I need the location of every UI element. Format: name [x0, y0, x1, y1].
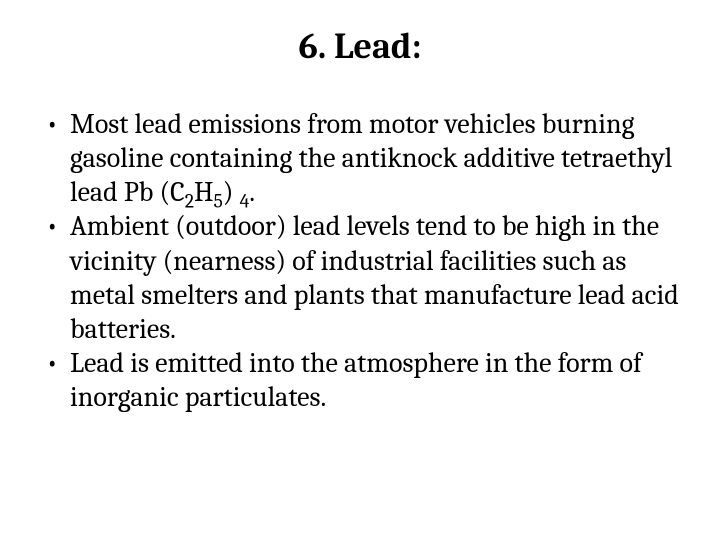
- bullet-text: Most lead emissions from motor vehicles …: [70, 108, 672, 208]
- slide-title: 6. Lead:: [40, 26, 680, 67]
- slide: 6. Lead: Most lead emissions from motor …: [0, 0, 720, 540]
- bullet-text: .: [249, 176, 255, 208]
- list-item: Ambient (outdoor) lead levels tend to be…: [40, 209, 680, 346]
- bullet-text: Ambient (outdoor) lead levels tend to be…: [70, 210, 679, 344]
- bullet-text: Lead is emitted into the atmosphere in t…: [70, 347, 642, 413]
- bullet-text: ): [223, 176, 240, 208]
- list-item: Lead is emitted into the atmosphere in t…: [40, 346, 680, 414]
- bullet-list: Most lead emissions from motor vehicles …: [40, 107, 680, 414]
- list-item: Most lead emissions from motor vehicles …: [40, 107, 680, 209]
- bullet-text: H: [194, 176, 214, 208]
